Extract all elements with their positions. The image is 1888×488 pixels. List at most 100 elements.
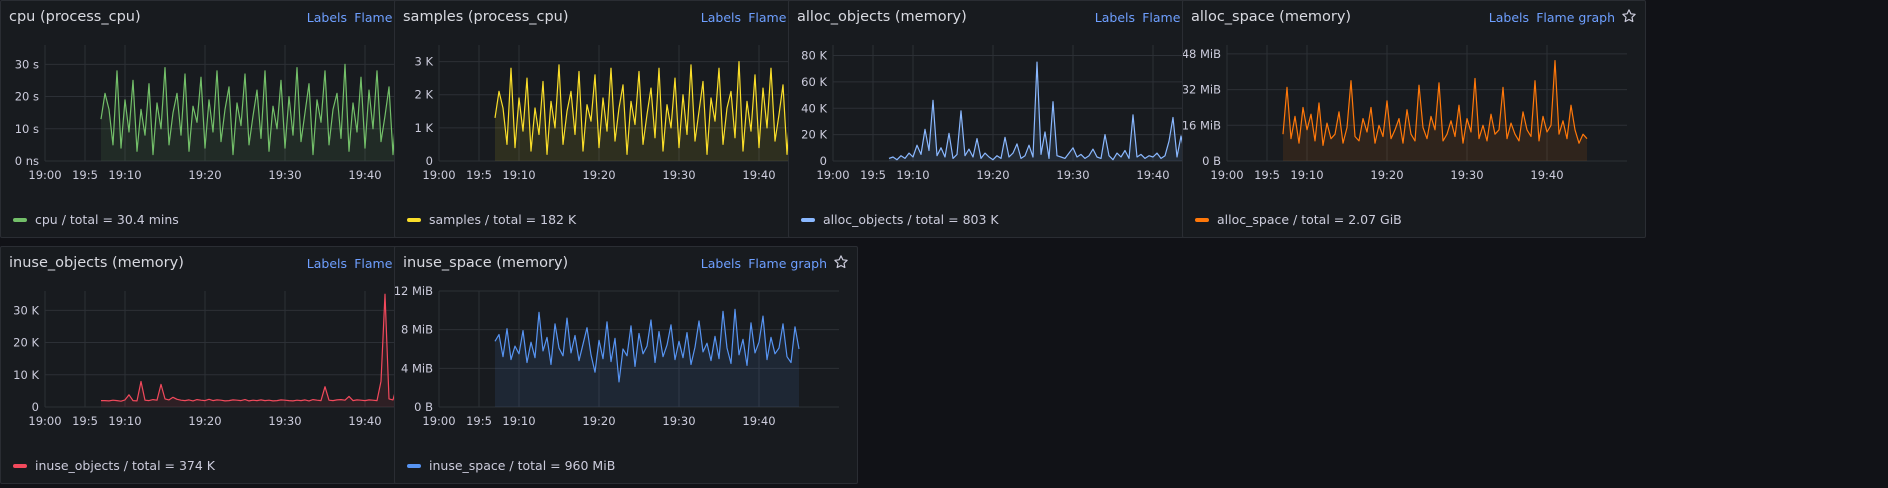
series-area (495, 309, 799, 407)
series-line (494, 308, 800, 383)
x-tick-label: 19:30 (662, 414, 695, 428)
x-tick-label: 19:5 (72, 168, 98, 182)
y-tick-label: 0 ns (15, 154, 39, 168)
x-tick-label: 19:20 (188, 414, 221, 428)
labels-link[interactable]: Labels (700, 10, 741, 25)
legend[interactable]: cpu / total = 30.4 mins (13, 212, 179, 227)
chart-plot: 0 10 K 20 K 30 K 19:00 19:10 19:20 19:30 19:40 19… (13, 291, 445, 428)
legend-swatch (13, 463, 27, 468)
legend-label: alloc_space / total = 2.07 GiB (1217, 212, 1402, 227)
y-tick-label: 2 K (414, 88, 433, 102)
y-tick-label: 0 B (1202, 154, 1221, 168)
panel-title: cpu (process_cpu) (9, 9, 141, 25)
y-tick-label: 3 K (414, 55, 433, 69)
x-tick-label: 19:10 (502, 168, 535, 182)
x-tick-label: 19:40 (742, 414, 775, 428)
panel-inuse-space: inuse_space (memory) Labels Flame graph 0 B… (394, 246, 858, 484)
y-tick-label: 60 K (801, 75, 827, 89)
panel-title: alloc_space (memory) (1191, 9, 1352, 25)
y-tick-label: 10 K (13, 368, 39, 382)
series-area (101, 64, 405, 161)
y-tick-label: 48 MiB (1183, 47, 1221, 61)
x-tick-label: 19:30 (268, 168, 301, 182)
x-tick-label: 19:40 (742, 168, 775, 182)
flame-graph-link[interactable]: Flame graph (748, 256, 827, 271)
labels-link[interactable]: Labels (1094, 10, 1135, 25)
legend-swatch (1195, 217, 1209, 222)
labels-link[interactable]: Labels (306, 10, 347, 25)
x-tick-label: 19:5 (72, 414, 98, 428)
x-tick-label: 19:20 (582, 168, 615, 182)
y-tick-label: 40 K (801, 101, 827, 115)
x-tick-label: 19:40 (1136, 168, 1169, 182)
series-area (495, 61, 799, 161)
y-tick-label: 12 MiB (395, 284, 433, 298)
x-tick-label: 19:00 (422, 414, 455, 428)
chart-plot: 0 ns 10 s 20 s 30 s 19:00 19:10 19:20 19:30 19:4… (15, 45, 445, 182)
x-tick-label: 19:10 (896, 168, 929, 182)
y-tick-label: 80 K (801, 49, 827, 63)
legend-label: alloc_objects / total = 803 K (823, 212, 999, 227)
legend[interactable]: alloc_objects / total = 803 K (801, 212, 999, 227)
legend-swatch (13, 217, 27, 222)
x-tick-label: 19:00 (816, 168, 849, 182)
chart-plot: 0 B 4 MiB 8 MiB 12 MiB 19:00 19:10 19:20 19:30 1… (395, 284, 839, 428)
series-line (101, 293, 406, 402)
y-tick-label: 20 s (15, 90, 39, 104)
panel-title: alloc_objects (memory) (797, 9, 967, 25)
labels-link[interactable]: Labels (700, 256, 741, 271)
x-tick-label: 19:20 (1370, 168, 1403, 182)
x-tick-label: 19:00 (28, 414, 61, 428)
x-tick-label: 19:30 (268, 414, 301, 428)
labels-link[interactable]: Labels (1488, 10, 1529, 25)
legend[interactable]: inuse_space / total = 960 MiB (407, 458, 615, 473)
y-tick-label: 8 MiB (401, 323, 433, 337)
chart-plot: 0 1 K 2 K 3 K 19:00 19:10 19:20 19:30 19:40 19:5 (414, 45, 839, 182)
panel-title: samples (process_cpu) (403, 9, 569, 25)
y-tick-label: 0 (426, 154, 433, 168)
y-tick-label: 10 s (15, 122, 39, 136)
legend-swatch (407, 217, 421, 222)
x-tick-label: 19:00 (1210, 168, 1243, 182)
x-tick-label: 19:5 (860, 168, 886, 182)
x-tick-label: 19:00 (422, 168, 455, 182)
star-icon[interactable] (833, 254, 849, 270)
x-tick-label: 19:5 (466, 168, 492, 182)
x-tick-label: 19:10 (108, 414, 141, 428)
y-tick-label: 1 K (414, 121, 433, 135)
legend-label: cpu / total = 30.4 mins (35, 212, 179, 227)
y-tick-label: 30 K (13, 303, 39, 317)
y-tick-label: 30 s (15, 57, 39, 71)
x-tick-label: 19:30 (662, 168, 695, 182)
panel-title: inuse_objects (memory) (9, 255, 184, 271)
star-icon[interactable] (1621, 8, 1637, 24)
legend-swatch (801, 217, 815, 222)
y-tick-label: 0 B (414, 400, 433, 414)
series-line (888, 61, 1194, 161)
legend[interactable]: inuse_objects / total = 374 K (13, 458, 215, 473)
flame-graph-link[interactable]: Flame graph (1536, 10, 1615, 25)
x-tick-label: 19:5 (1254, 168, 1280, 182)
y-tick-label: 20 K (801, 128, 827, 142)
x-tick-label: 19:20 (976, 168, 1009, 182)
x-tick-label: 19:10 (1290, 168, 1323, 182)
panel-title: inuse_space (memory) (403, 255, 569, 271)
x-tick-label: 19:40 (348, 168, 381, 182)
chart-plot: 0 20 K 40 K 60 K 80 K 19:00 19:10 19:20 19:30 19:… (801, 45, 1233, 182)
legend[interactable]: samples / total = 182 K (407, 212, 576, 227)
panel-header: inuse_space (memory) Labels Flame graph (395, 247, 857, 281)
y-tick-label: 32 MiB (1183, 83, 1221, 97)
panel-alloc-space: alloc_space (memory) Labels Flame graph 0 B… (1182, 0, 1646, 238)
series-line (1282, 60, 1588, 147)
series-line (100, 63, 406, 156)
legend[interactable]: alloc_space / total = 2.07 GiB (1195, 212, 1402, 227)
labels-link[interactable]: Labels (306, 256, 347, 271)
x-tick-label: 19:30 (1056, 168, 1089, 182)
panel-header: alloc_space (memory) Labels Flame graph (1183, 1, 1645, 35)
series-line (494, 61, 800, 156)
x-tick-label: 19:40 (1530, 168, 1563, 182)
